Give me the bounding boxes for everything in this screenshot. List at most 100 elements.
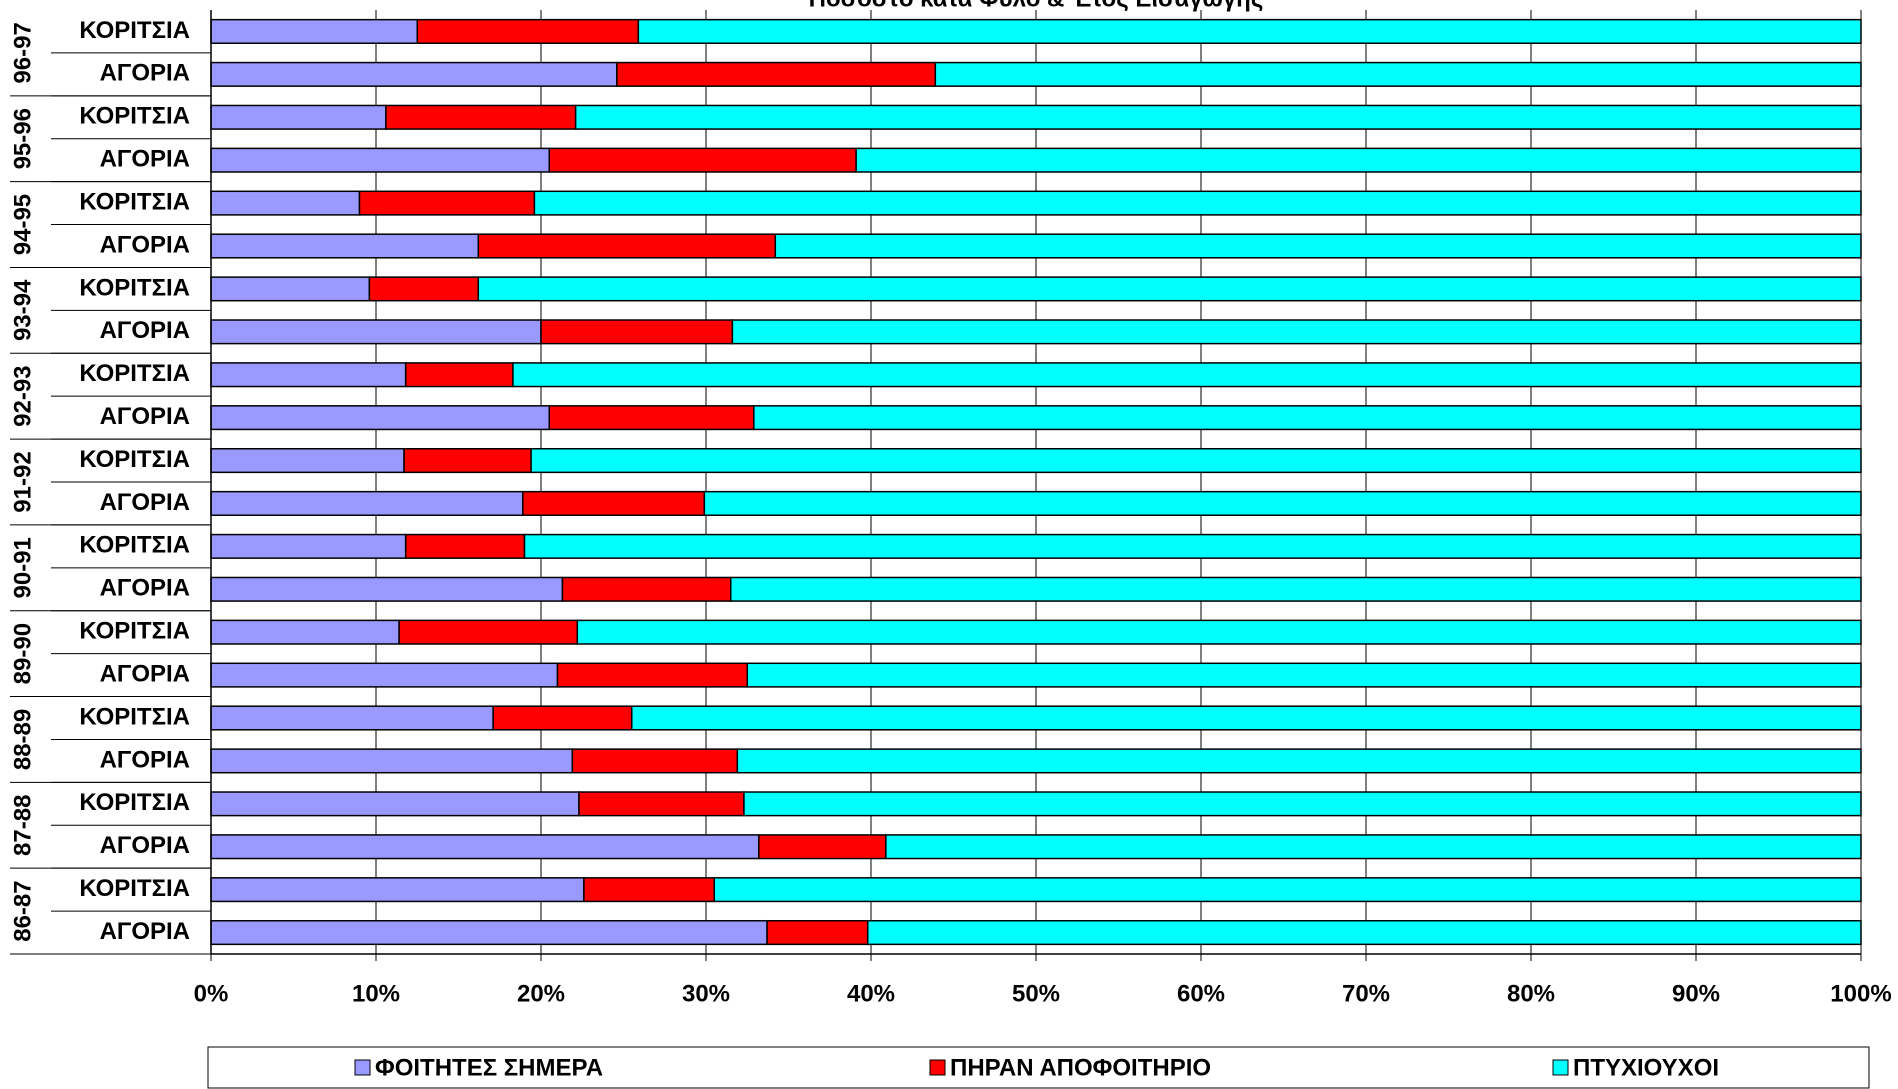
- x-tick-label: 80%: [1507, 980, 1555, 1007]
- group-label: 86-87: [9, 880, 36, 941]
- y-tick-label: ΚΟΡΙΤΣΙΑ: [79, 17, 190, 44]
- bar-segment: [210, 877, 585, 903]
- bar-segment: [210, 576, 564, 602]
- bar-segment: [398, 619, 579, 645]
- bar-segment: [571, 748, 739, 774]
- y-tick-label: ΚΟΡΙΤΣΙΑ: [79, 618, 190, 645]
- y-tick-label: ΚΟΡΙΤΣΙΑ: [79, 532, 190, 559]
- bar-segment: [416, 18, 640, 45]
- x-tick-label: 20%: [517, 980, 565, 1007]
- y-tick-label: ΚΟΡΙΤΣΙΑ: [79, 789, 190, 816]
- bar-segment: [210, 18, 418, 45]
- bar-segment: [885, 834, 1862, 860]
- y-tick-label: ΑΓΟΡΙΑ: [100, 317, 190, 344]
- bar-segment: [522, 490, 706, 517]
- bar-segment: [540, 319, 734, 345]
- bar-segment: [210, 748, 574, 774]
- group-label: 89-90: [9, 623, 36, 684]
- bar-segment: [616, 61, 937, 87]
- bar-segment: [736, 748, 1862, 774]
- bar-segment: [210, 834, 760, 860]
- bar-segment: [758, 834, 887, 860]
- legend-label: ΦΟΙΤΗΤΕΣ ΣΗΜΕΡΑ: [375, 1054, 603, 1081]
- legend-swatch: [1552, 1059, 1569, 1076]
- y-tick-label: ΚΟΡΙΤΣΙΑ: [79, 446, 190, 473]
- bar-segment: [210, 61, 618, 87]
- group-label: 90-91: [9, 537, 36, 598]
- y-tick-label: ΑΓΟΡΙΑ: [100, 403, 190, 430]
- x-tick-label: 100%: [1830, 980, 1891, 1007]
- bar-segment: [368, 276, 480, 302]
- y-tick-label: ΑΓΟΡΙΑ: [100, 146, 190, 173]
- x-tick-label: 90%: [1672, 980, 1720, 1007]
- legend-box: [207, 1046, 1870, 1089]
- bar-segment: [477, 276, 1862, 302]
- y-tick-label: ΑΓΟΡΙΑ: [100, 746, 190, 773]
- bar-segment: [533, 190, 1862, 216]
- legend-label: ΠΗΡΑΝ ΑΠΟΦΟΙΤΗΡΙΟ: [950, 1054, 1211, 1081]
- bar-segment: [404, 362, 514, 388]
- x-tick-label: 70%: [1342, 980, 1390, 1007]
- bar-segment: [561, 576, 732, 602]
- y-tick-label: ΑΓΟΡΙΑ: [100, 832, 190, 859]
- bar-segment: [548, 147, 857, 173]
- bar-segment: [210, 190, 361, 216]
- group-label: 94-95: [9, 194, 36, 255]
- bar-segment: [703, 490, 1862, 517]
- bar-segment: [210, 276, 371, 302]
- bar-segment: [730, 576, 1862, 602]
- group-label: 96-97: [9, 22, 36, 83]
- bar-segment: [210, 705, 494, 731]
- bar-segment: [583, 877, 716, 903]
- x-tick-label: 50%: [1012, 980, 1060, 1007]
- y-tick-label: ΑΓΟΡΙΑ: [100, 231, 190, 258]
- legend-label: ΠΤΥΧΙΟΥΧΟΙ: [1573, 1054, 1719, 1081]
- bar-segment: [210, 919, 768, 946]
- group-label: 87-88: [9, 795, 36, 856]
- y-tick-label: ΑΓΟΡΙΑ: [100, 918, 190, 945]
- bar-segment: [385, 104, 577, 130]
- bar-segment: [210, 233, 480, 259]
- bar-segment: [713, 877, 1862, 903]
- x-tick-label: 40%: [847, 980, 895, 1007]
- bar-segment: [774, 233, 1862, 259]
- y-tick-label: ΚΟΡΙΤΣΙΑ: [79, 188, 190, 215]
- bar-segment: [403, 447, 532, 474]
- bar-segment: [210, 362, 407, 388]
- bar-segment: [210, 447, 405, 474]
- x-tick-label: 60%: [1177, 980, 1225, 1007]
- x-tick-label: 0%: [194, 980, 229, 1007]
- bar-segment: [746, 662, 1862, 688]
- bar-segment: [530, 447, 1862, 474]
- bar-segment: [753, 405, 1862, 431]
- group-label: 92-93: [9, 365, 36, 426]
- group-label: 95-96: [9, 108, 36, 169]
- bar-segment: [477, 233, 777, 259]
- bar-segment: [210, 791, 580, 817]
- bar-segment: [523, 533, 1862, 559]
- bar-segment: [210, 662, 559, 688]
- y-tick-label: ΑΓΟΡΙΑ: [100, 60, 190, 87]
- bar-segment: [492, 705, 633, 731]
- bar-segment: [210, 533, 407, 559]
- x-tick-label: 30%: [682, 980, 730, 1007]
- y-tick-label: ΚΟΡΙΤΣΙΑ: [79, 274, 190, 301]
- y-tick-label: ΑΓΟΡΙΑ: [100, 660, 190, 687]
- bar-segment: [404, 533, 526, 559]
- chart-title: Ποσοστό κατά Φύλο & Έτος Εισαγωγής: [809, 0, 1264, 12]
- bar-segment: [631, 705, 1862, 731]
- legend-swatch: [929, 1059, 946, 1076]
- y-tick-label: ΚΟΡΙΤΣΙΑ: [79, 103, 190, 130]
- bar-segment: [855, 147, 1862, 173]
- y-tick-label: ΚΟΡΙΤΣΙΑ: [79, 875, 190, 902]
- bar-segment: [210, 619, 400, 645]
- bar-segment: [210, 490, 524, 517]
- bar-segment: [574, 104, 1862, 130]
- y-tick-label: ΚΟΡΙΤΣΙΑ: [79, 360, 190, 387]
- bar-segment: [548, 405, 755, 431]
- bar-segment: [556, 662, 748, 688]
- group-label: 93-94: [9, 279, 36, 341]
- bar-segment: [576, 619, 1862, 645]
- x-tick-label: 10%: [352, 980, 400, 1007]
